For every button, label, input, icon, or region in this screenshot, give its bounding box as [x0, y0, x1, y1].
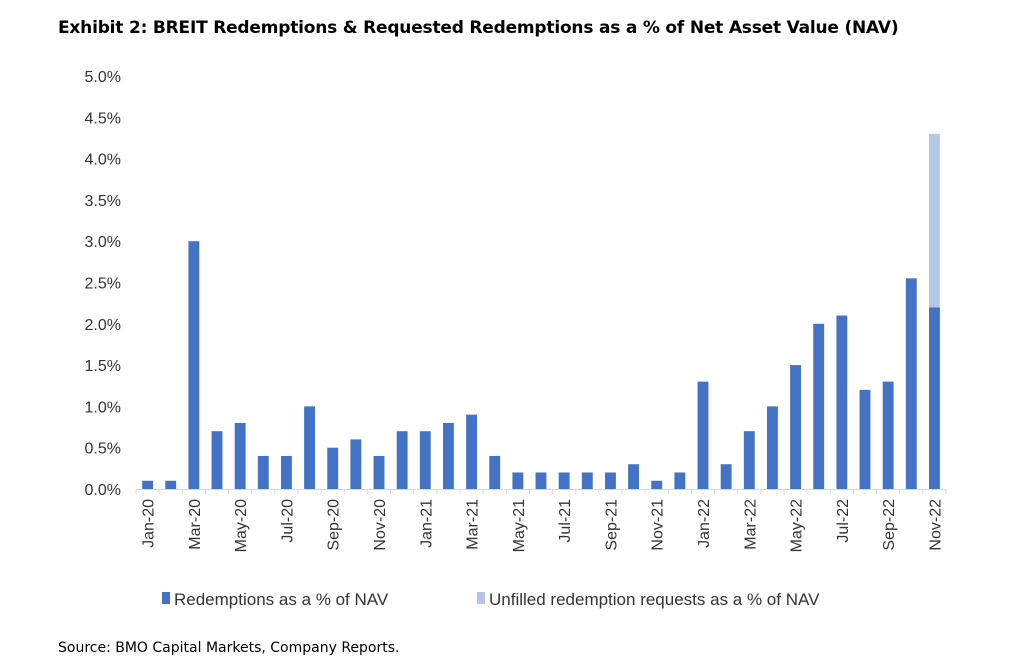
bar-redemptions	[581, 472, 593, 489]
bar-redemptions	[905, 278, 917, 489]
y-tick-label: 0.0%	[85, 482, 121, 499]
bar-redemptions	[766, 406, 778, 489]
bar-redemptions	[790, 365, 802, 489]
x-tick-label: May-22	[789, 499, 806, 552]
x-tick-label: Nov-22	[927, 499, 944, 551]
bar-redemptions	[165, 480, 177, 489]
chart-title: Exhibit 2: BREIT Redemptions & Requested…	[58, 18, 899, 38]
bar-redemptions	[466, 414, 478, 489]
x-tick-label: Sep-20	[326, 499, 343, 551]
x-tick-label: May-21	[511, 499, 528, 552]
bar-redemptions	[489, 455, 501, 489]
y-tick-label: 2.5%	[85, 276, 121, 293]
y-tick-label: 4.5%	[85, 110, 121, 127]
bar-redemptions	[558, 472, 570, 489]
y-tick-label: 1.0%	[85, 399, 121, 416]
legend: Redemptions as a % of NAV Unfilled redemp…	[162, 590, 820, 609]
x-tick-label: Nov-21	[650, 499, 667, 551]
bar-redemptions	[743, 431, 755, 489]
bar-redemptions	[257, 455, 269, 489]
x-tick-label: Jan-20	[141, 499, 158, 548]
x-tick-label: Sep-21	[603, 499, 620, 551]
x-tick-label: Mar-21	[465, 499, 482, 550]
source-note: Source: BMO Capital Markets, Company Rep…	[58, 640, 400, 656]
x-tick-label: Sep-22	[881, 499, 898, 551]
bar-redemptions	[419, 431, 431, 489]
y-tick-label: 2.0%	[85, 317, 121, 334]
bar-redemptions	[304, 406, 316, 489]
bar-redemptions	[813, 323, 825, 489]
legend-swatch	[477, 592, 485, 604]
x-tick-label: Nov-20	[372, 499, 389, 551]
bar-redemptions	[720, 464, 732, 489]
bars	[142, 133, 940, 489]
x-tick-label: Mar-22	[742, 499, 759, 550]
y-tick-label: 0.5%	[85, 441, 121, 458]
x-tick-label: Jul-21	[557, 499, 574, 543]
bar-redemptions	[396, 431, 408, 489]
legend-swatch	[162, 592, 170, 604]
x-tick-label: Jul-22	[835, 499, 852, 543]
legend-label: Redemptions as a % of NAV	[174, 590, 389, 609]
y-tick-label: 4.0%	[85, 152, 121, 169]
bar-redemptions	[211, 431, 223, 489]
x-axis: Jan-20 Mar-20 May-20 Jul-20 Sep-20 Nov-20 Jan-…	[135, 489, 947, 552]
bar-redemptions	[674, 472, 686, 489]
y-axis: 0.0% 0.5% 1.0% 1.5% 2.0% 2.5% 3.0% 3.5% 4.0% 4.5%…	[85, 69, 121, 499]
bar-redemptions	[651, 480, 663, 489]
x-tick-label: May-20	[233, 499, 250, 552]
x-tick-label: Jul-20	[279, 499, 296, 543]
bar-redemptions	[142, 480, 154, 489]
y-tick-label: 1.5%	[85, 358, 121, 375]
bar-redemptions	[859, 389, 871, 489]
y-tick-label: 5.0%	[85, 69, 121, 86]
bar-redemptions	[327, 447, 339, 489]
bar-redemptions	[442, 422, 454, 489]
bar-redemptions	[628, 464, 640, 489]
bar-redemptions	[535, 472, 547, 489]
bar-redemptions	[836, 315, 848, 489]
y-tick-label: 3.5%	[85, 193, 121, 210]
x-tick-label: Mar-20	[187, 499, 204, 550]
bar-redemptions	[928, 307, 940, 489]
bar-redemptions	[604, 472, 616, 489]
bar-redemptions	[882, 381, 894, 489]
x-tick-label: Jan-22	[696, 499, 713, 548]
bar-redemptions	[373, 455, 385, 489]
x-tick-label: Jan-21	[418, 499, 435, 548]
y-tick-label: 3.0%	[85, 234, 121, 251]
legend-label: Unfilled redemption requests as a % of N…	[489, 590, 820, 609]
bar-redemptions	[188, 241, 200, 489]
bar-redemptions	[234, 422, 246, 489]
bar-redemptions	[697, 381, 709, 489]
bar-redemptions	[512, 472, 524, 489]
bar-unfilled-requests	[928, 133, 940, 308]
bar-redemptions	[350, 439, 362, 489]
bar-redemptions	[280, 455, 292, 489]
